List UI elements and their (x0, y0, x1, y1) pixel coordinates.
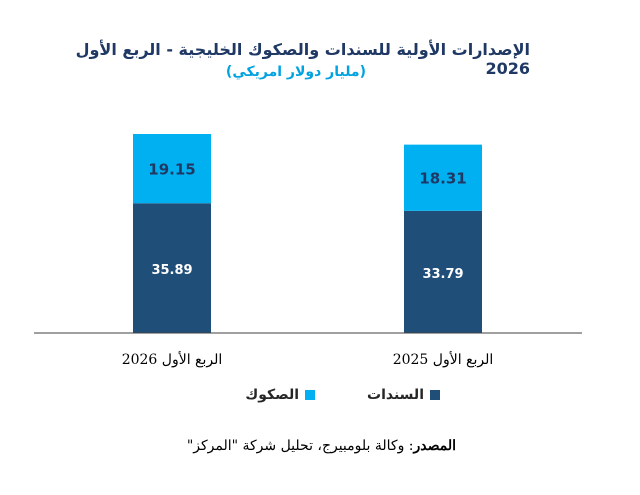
source-note: المصدر: وكالة بلومبيرج، تحليل شركة "المر… (100, 438, 456, 454)
chart-title: الإصدارات الأولية للسندات والصكوك الخليج… (75, 40, 530, 78)
source-label: المصدر (413, 438, 457, 454)
legend-label-bonds: السندات (367, 387, 424, 403)
legend-swatch-sukuk (305, 390, 316, 400)
bar-sukuk-1 (404, 144, 482, 211)
category-label-0: الربع الأول 2026 (122, 350, 223, 368)
data-label-bonds-0: 35.89 (151, 263, 192, 278)
data-label-bonds-1: 33.79 (422, 267, 463, 282)
legend-item-bonds: السندات (367, 387, 440, 403)
source-text: : وكالة بلومبيرج، تحليل شركة "المركز" (186, 438, 414, 454)
legend-swatch-bonds (430, 390, 440, 400)
legend-item-sukuk: الصكوك (245, 387, 316, 403)
chart-subtitle: (مليار دولار امريكي) (225, 64, 366, 80)
category-label-1: الربع الأول 2025 (393, 350, 494, 368)
data-label-sukuk-1: 18.31 (419, 170, 466, 188)
bar-bonds-1 (404, 210, 482, 333)
data-label-sukuk-0: 19.15 (148, 161, 195, 179)
legend: السندات الصكوك (180, 382, 440, 408)
bar-bonds-0 (133, 203, 211, 333)
legend-label-sukuk: الصكوك (245, 387, 300, 403)
bar-sukuk-0 (133, 134, 211, 204)
